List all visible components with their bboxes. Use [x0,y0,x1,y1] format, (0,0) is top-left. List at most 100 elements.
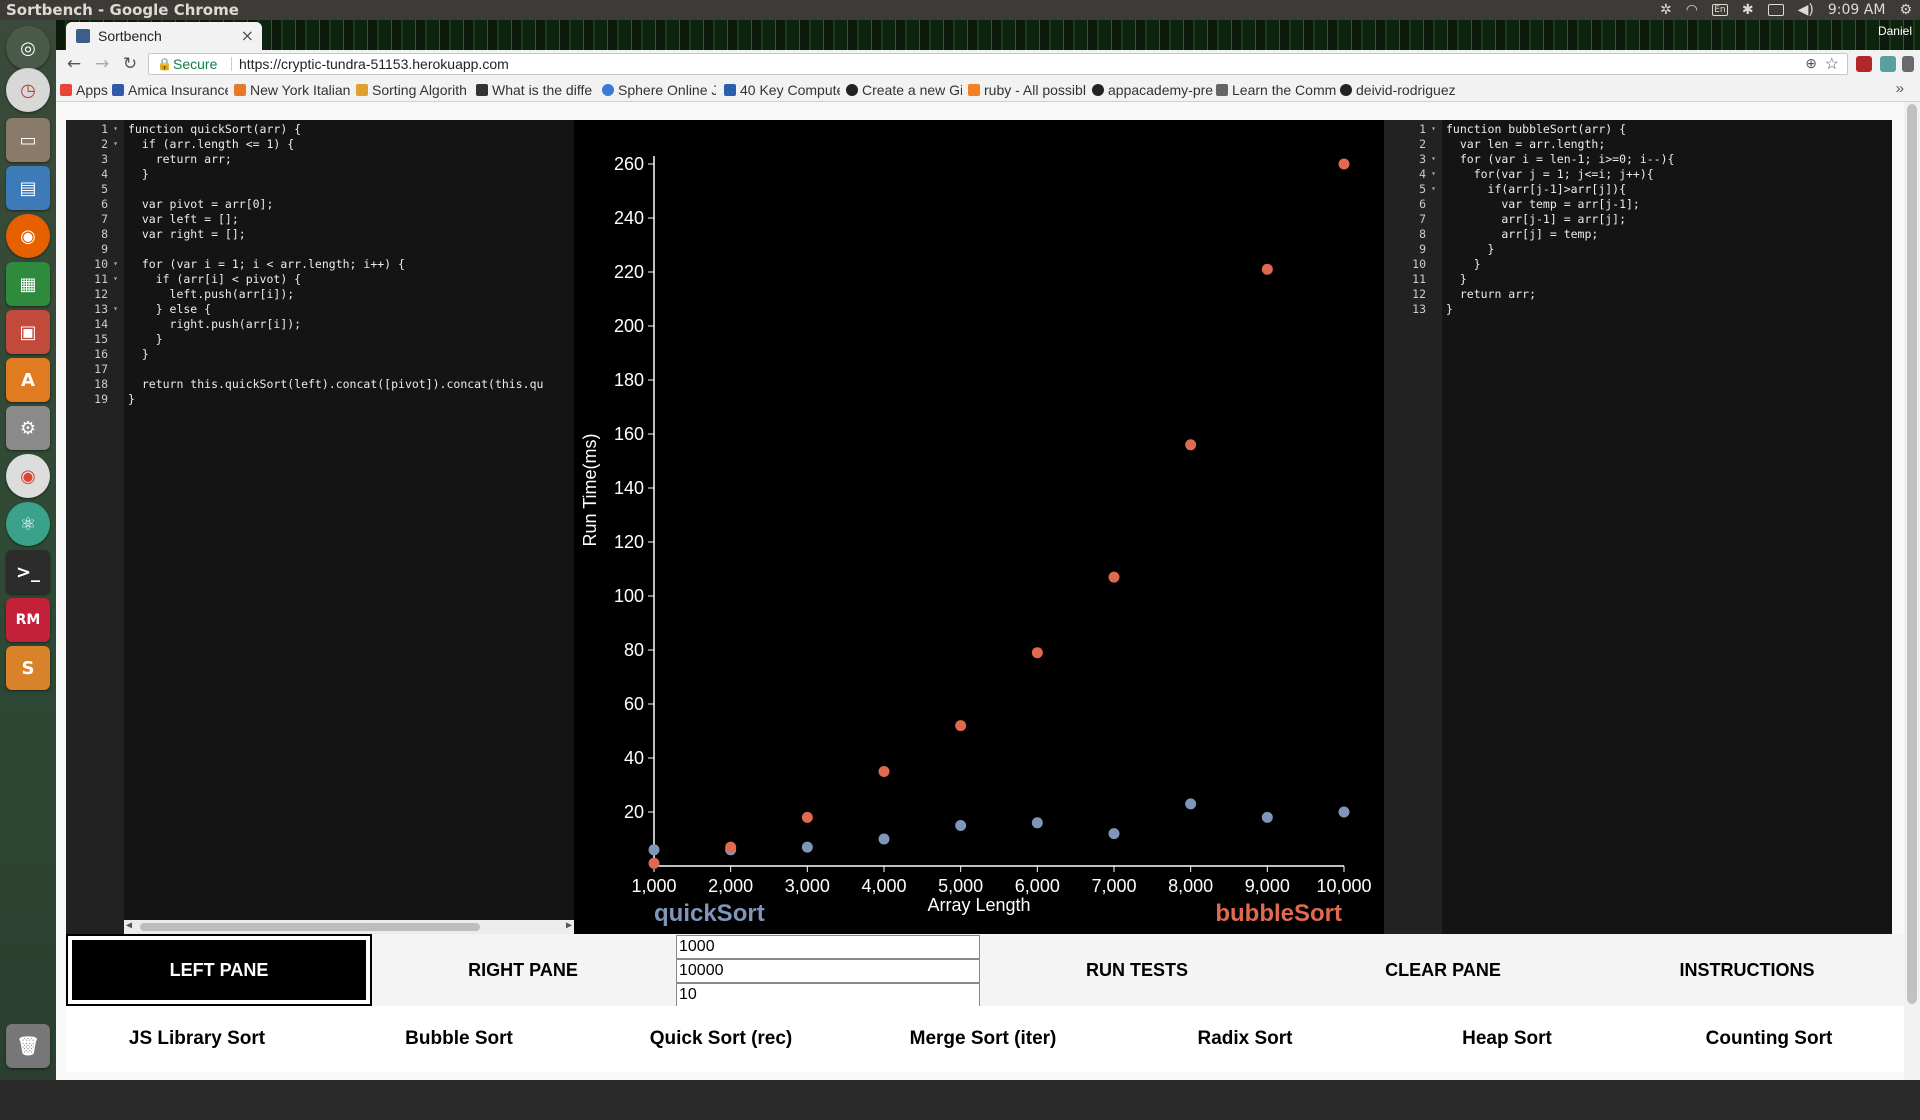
terminal-icon[interactable]: >_ [6,550,50,594]
min-length-input[interactable] [676,935,980,959]
sort-button-heap[interactable]: Heap Sort [1462,1028,1552,1049]
dash-search-icon[interactable]: ◎ [6,26,50,70]
code-line[interactable]: if (arr[i] < pivot) { [128,272,302,286]
left-code-editor[interactable]: 1 ▾ 2 ▾ 3 4 5 6 7 8 9 10 ▾ 11 ▾ 12 13 ▾ 14 15 16 17 18 19 funct… [66,120,574,934]
bookmark-apps[interactable]: Apps [60,82,108,98]
url-text[interactable]: https://cryptic-tundra-51153.herokuapp.c… [239,56,509,72]
code-line[interactable]: arr[j-1] = arr[j]; [1446,212,1627,226]
instructions-button[interactable]: INSTRUCTIONS [1679,959,1815,980]
fold-arrow-icon[interactable]: ▾ [113,259,118,268]
writer-document-icon[interactable]: ▤ [6,166,50,210]
left-pane-button[interactable]: LEFT PANE [66,934,372,1006]
bookmark-appacademy[interactable]: appacademy-pre [1092,82,1214,98]
fold-arrow-icon[interactable]: ▾ [1431,184,1436,193]
impress-presentation-icon[interactable]: ▣ [6,310,50,354]
bookmark-learn-the-comm[interactable]: Learn the Comm [1216,82,1338,98]
bookmark-ruby-all-possible[interactable]: ruby - All possibl [968,82,1088,98]
software-center-icon[interactable]: A [6,358,50,402]
menu-icon[interactable] [1902,56,1914,72]
fold-arrow-icon[interactable]: ▾ [113,274,118,283]
bookmark-ny-italian[interactable]: New York Italian [234,82,350,98]
code-line[interactable]: var right = []; [128,227,246,241]
chrome-icon[interactable]: ◉ [6,454,50,498]
code-line[interactable]: for(var j = 1; j<=i; j++){ [1446,167,1654,181]
vscroll-thumb[interactable] [1907,104,1917,1004]
session-gear-icon[interactable]: ⚙ [1899,2,1912,18]
bookmark-what-is-diff[interactable]: What is the diffe [476,82,592,98]
code-line[interactable]: function bubbleSort(arr) { [1446,122,1627,136]
sort-button-quick-rec[interactable]: Quick Sort (rec) [649,1028,793,1049]
clock[interactable]: 9:09 AM [1827,2,1886,18]
profile-name[interactable]: Daniel [1877,24,1912,38]
calc-spreadsheet-icon[interactable]: ▦ [6,262,50,306]
zoom-icon[interactable]: ⊕ [1805,55,1817,71]
clear-pane-button[interactable]: CLEAR PANE [1385,959,1501,980]
firefox-icon[interactable]: ◉ [6,214,50,258]
bluetooth-icon[interactable]: ✱ [1741,2,1754,18]
bookmarks-overflow-icon[interactable]: » [1895,80,1904,97]
wifi-icon[interactable]: ◠ [1685,2,1698,18]
sort-button-bubble[interactable]: Bubble Sort [405,1028,513,1049]
code-line[interactable]: } [128,392,135,406]
code-line[interactable]: var len = arr.length; [1446,137,1606,151]
bookmark-create-gist[interactable]: Create a new Gist [846,82,962,98]
code-line[interactable]: if (arr.length <= 1) { [128,137,295,151]
code-line[interactable]: return arr; [128,152,232,166]
trash-icon[interactable]: 🗑 [6,1024,50,1068]
fold-arrow-icon[interactable]: ▾ [1431,154,1436,163]
hscroll-thumb[interactable] [140,923,480,931]
scroll-right-icon[interactable]: ▶ [565,920,572,931]
page-vscrollbar[interactable] [1904,102,1920,1080]
code-line[interactable]: if(arr[j-1]>arr[j]){ [1446,182,1627,196]
bookmark-40-key[interactable]: 40 Key Computer [724,82,840,98]
rubymine-icon[interactable]: RM [6,598,50,642]
back-arrow-icon[interactable]: ← [66,54,82,74]
tab-sortbench[interactable]: Sortbench × [66,22,262,50]
sort-button-radix[interactable]: Radix Sort [1197,1028,1293,1049]
code-line[interactable]: } [1446,257,1481,271]
reload-icon[interactable]: ↻ [122,54,138,74]
bookmark-deivid[interactable]: deivid-rodriguez [1340,82,1468,98]
sort-button-counting[interactable]: Counting Sort [1705,1028,1833,1049]
code-line[interactable]: function quickSort(arr) { [128,122,302,136]
right-code-editor[interactable]: 1 ▾ 2 3 ▾ 4 ▾ 5 ▾ 6 7 8 9 10 11 12 13 function bubbleSor… [1384,120,1892,934]
code-line[interactable]: return arr; [1446,287,1537,301]
fold-arrow-icon[interactable]: ▾ [1431,124,1436,133]
settings-gear-icon[interactable]: ✲ [1659,2,1672,18]
right-pane-button[interactable]: RIGHT PANE [468,959,578,980]
extension-icon[interactable] [1880,56,1896,72]
code-line[interactable]: } [128,167,149,181]
code-line[interactable]: } [1446,242,1495,256]
code-line[interactable]: } [1446,302,1453,316]
sublime-text-icon[interactable]: S [6,646,50,690]
fold-arrow-icon[interactable]: ▾ [1431,169,1436,178]
sort-button-js-library[interactable]: JS Library Sort [128,1028,266,1049]
max-length-input[interactable] [676,959,980,983]
code-line[interactable]: var temp = arr[j-1]; [1446,197,1640,211]
bookmark-sorting-algorithms[interactable]: Sorting Algorith [356,82,470,98]
code-line[interactable]: for (var i = 1; i < arr.length; i++) { [128,257,405,271]
code-line[interactable]: } [1446,272,1467,286]
files-icon[interactable]: ▭ [6,118,50,162]
system-settings-icon[interactable]: ⚙ [6,406,50,450]
code-line[interactable]: return this.quickSort(left).concat([pivo… [128,377,544,391]
run-tests-button[interactable]: RUN TESTS [1085,959,1188,980]
scroll-left-icon[interactable]: ◀ [126,920,133,931]
battery-icon[interactable] [1767,4,1784,16]
code-line[interactable]: left.push(arr[i]); [128,287,295,301]
volume-icon[interactable]: ◀) [1797,2,1814,18]
bookmark-sphere-online[interactable]: Sphere Online Ju [602,82,716,98]
fold-arrow-icon[interactable]: ▾ [113,304,118,313]
left-editor-code[interactable]: function quickSort(arr) { if (arr.length… [128,120,574,934]
left-editor-hscrollbar[interactable]: ◀ ▶ [124,920,574,934]
code-line[interactable]: } else { [128,302,212,316]
steps-input[interactable] [676,983,980,1007]
code-line[interactable]: } [128,347,149,361]
code-line[interactable]: } [128,332,163,346]
keyboard-layout-icon[interactable]: En [1711,4,1728,16]
bookmark-amica[interactable]: Amica Insurance [112,82,228,98]
timer-app-icon[interactable]: ◷ [6,68,50,112]
fold-arrow-icon[interactable]: ▾ [113,124,118,133]
forward-arrow-icon[interactable]: → [94,54,110,74]
tab-close-icon[interactable]: × [240,26,254,45]
